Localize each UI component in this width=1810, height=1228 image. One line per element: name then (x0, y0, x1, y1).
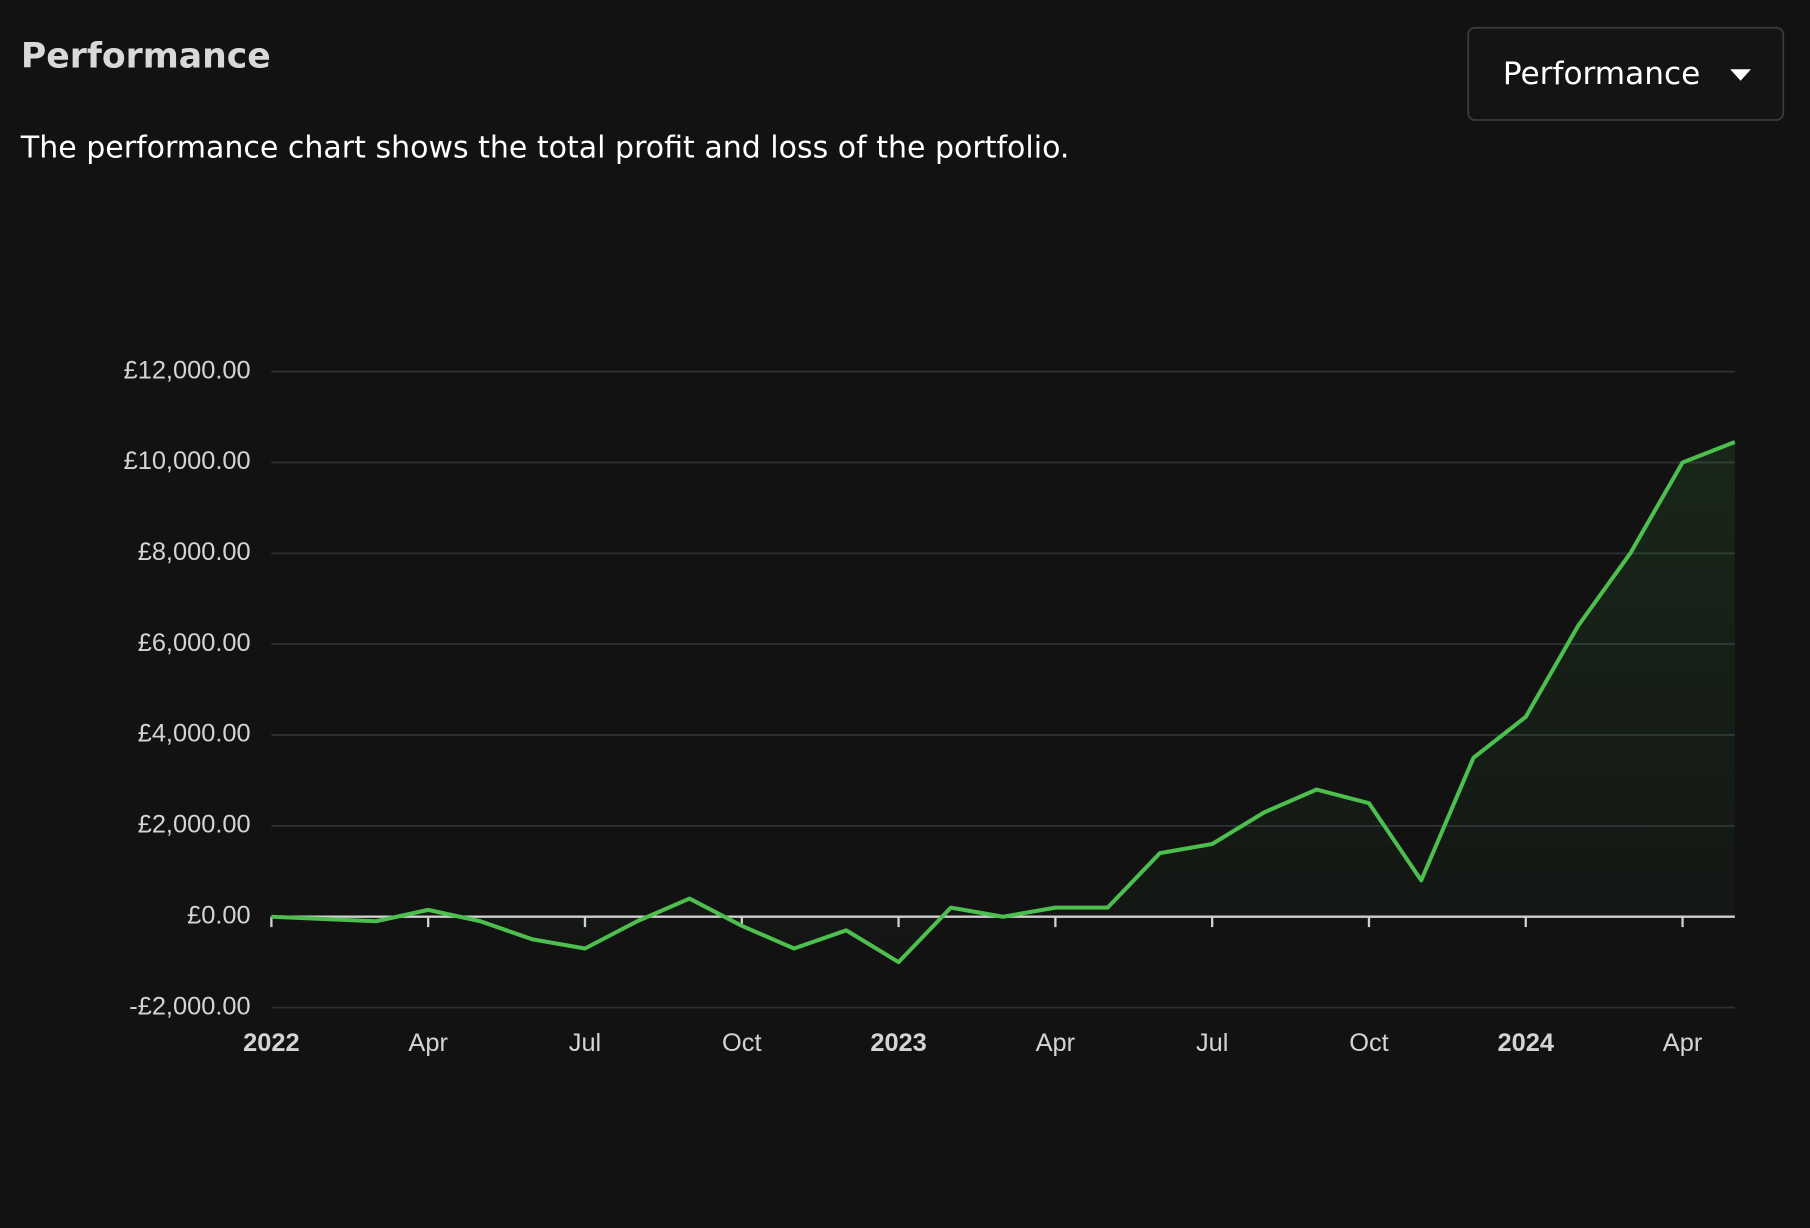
x-tick-label: 2023 (870, 1029, 926, 1057)
dropdown-label[interactable]: Performance (1503, 56, 1700, 92)
y-tick-label: £4,000.00 (138, 720, 251, 748)
y-tick-label: £10,000.00 (124, 447, 251, 475)
x-tick-label: Apr (1036, 1029, 1076, 1057)
area (271, 442, 1735, 963)
y-tick-label: -£2,000.00 (129, 992, 250, 1020)
description: The performance chart shows the total pr… (20, 130, 1070, 165)
y-tick-label: £12,000.00 (124, 356, 251, 384)
x-tick-label: 2024 (1498, 1029, 1554, 1057)
x-tick-label: Apr (408, 1029, 448, 1057)
dropdown-box[interactable] (1467, 26, 1785, 121)
title: Performance (21, 37, 271, 77)
y-tick-label: £8,000.00 (138, 538, 251, 566)
y-tick-label: £0.00 (187, 901, 251, 929)
y-tick-label: £2,000.00 (138, 811, 251, 839)
x-tick-label: 2022 (243, 1029, 299, 1057)
x-tick-label: Oct (1349, 1029, 1388, 1057)
line (271, 440, 1736, 965)
x-tick-label: Apr (1663, 1029, 1703, 1057)
x-tick-label: Jul (569, 1029, 601, 1057)
dropdown-caret[interactable] (1730, 69, 1751, 81)
dropdown[interactable]: Performance (1467, 26, 1785, 121)
x-tick-label: Oct (722, 1029, 761, 1057)
y-tick-label: £6,000.00 (138, 629, 251, 657)
x-tick-label: Jul (1196, 1029, 1228, 1057)
